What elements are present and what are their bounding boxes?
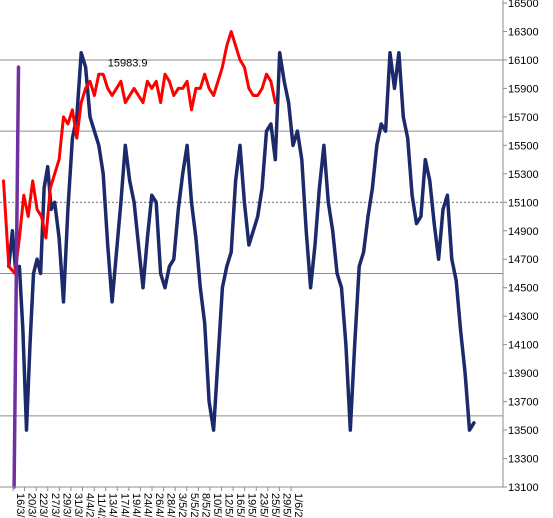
y-tick-label: 15100 bbox=[508, 197, 539, 209]
x-tick-label: 16/3/23 bbox=[14, 493, 26, 518]
x-tick-label: 8/5/23 bbox=[199, 493, 211, 518]
gridlines bbox=[0, 59, 503, 417]
data-label-annotation: 15983.9 bbox=[108, 57, 148, 69]
series-line-3 bbox=[12, 65, 21, 489]
y-axis-ticks: 13100 13300 13500 13700 13900 14100 14300 14500… bbox=[503, 0, 539, 494]
y-tick-label: 14500 bbox=[508, 283, 539, 295]
y-tick-label: 16500 bbox=[508, 0, 539, 10]
x-tick-label: 10/5/23 bbox=[211, 493, 223, 518]
x-tick-label: 13/4/23 bbox=[107, 493, 119, 518]
x-tick-label: 4/4/23 bbox=[84, 493, 96, 518]
series-layer bbox=[2, 30, 476, 489]
x-tick-label: 1/6/23 bbox=[292, 493, 304, 518]
y-tick-label: 13300 bbox=[508, 454, 539, 466]
x-tick-label: 23/5/23 bbox=[257, 493, 269, 518]
y-tick-label: 14700 bbox=[508, 254, 539, 266]
x-tick-label: 27/3/23 bbox=[49, 493, 61, 518]
y-tick-label: 15900 bbox=[508, 83, 539, 95]
y-tick-label: 15300 bbox=[508, 169, 539, 181]
y-tick-label: 14100 bbox=[508, 340, 539, 352]
y-tick-label: 13100 bbox=[508, 482, 539, 494]
x-tick-label: 26/4/23 bbox=[153, 493, 165, 518]
x-tick-label: 12/5/23 bbox=[223, 493, 235, 518]
x-axis-ticks: 16/3/23 20/3/23 22/3/23 27/3/23 29/3/23 31/3/… bbox=[0, 486, 503, 518]
x-tick-label: 31/3/23 bbox=[72, 493, 84, 518]
x-tick-label: 19/5/23 bbox=[246, 493, 258, 518]
y-tick-label: 13500 bbox=[508, 425, 539, 437]
x-tick-label: 5/5/23 bbox=[188, 493, 200, 518]
x-tick-label: 24/4/23 bbox=[141, 493, 153, 518]
y-tick-label: 13700 bbox=[508, 397, 539, 409]
x-tick-label: 17/4/23 bbox=[118, 493, 130, 518]
x-tick-label: 19/4/23 bbox=[130, 493, 142, 518]
x-tick-label: 22/3/23 bbox=[37, 493, 49, 518]
y-tick-label: 16300 bbox=[508, 26, 539, 38]
x-tick-label: 11/4/23 bbox=[95, 493, 107, 518]
series-line-1 bbox=[7, 51, 476, 432]
x-tick-label: 29/5/23 bbox=[280, 493, 292, 518]
x-tick-label: 29/3/23 bbox=[60, 493, 72, 518]
y-tick-label: 14300 bbox=[508, 311, 539, 323]
series-line-2 bbox=[2, 30, 277, 275]
y-tick-label: 16100 bbox=[508, 55, 539, 67]
y-tick-label: 13900 bbox=[508, 368, 539, 380]
y-tick-label: 14900 bbox=[508, 226, 539, 238]
y-tick-label: 15700 bbox=[508, 112, 539, 124]
x-tick-label: 3/5/23 bbox=[176, 493, 188, 518]
x-tick-label: 25/5/23 bbox=[269, 493, 281, 518]
x-tick-label: 28/4/23 bbox=[165, 493, 177, 518]
x-tick-label: 16/5/23 bbox=[234, 493, 246, 518]
y-tick-label: 15500 bbox=[508, 140, 539, 152]
x-tick-label: 20/3/23 bbox=[26, 493, 38, 518]
